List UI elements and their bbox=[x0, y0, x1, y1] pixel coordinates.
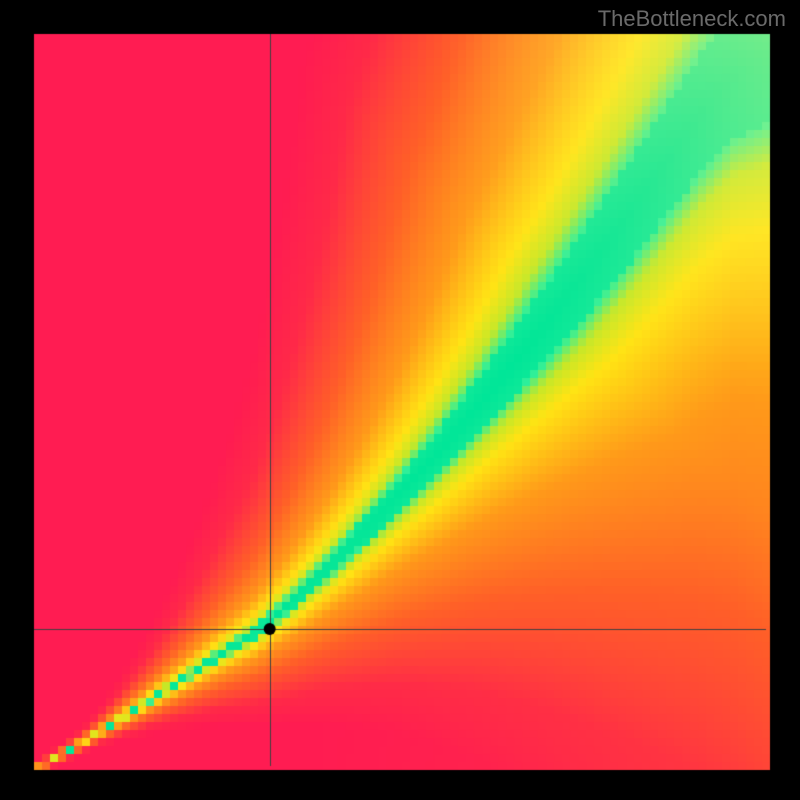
watermark-text: TheBottleneck.com bbox=[598, 6, 786, 32]
heatmap-canvas bbox=[0, 0, 800, 800]
chart-container: TheBottleneck.com bbox=[0, 0, 800, 800]
